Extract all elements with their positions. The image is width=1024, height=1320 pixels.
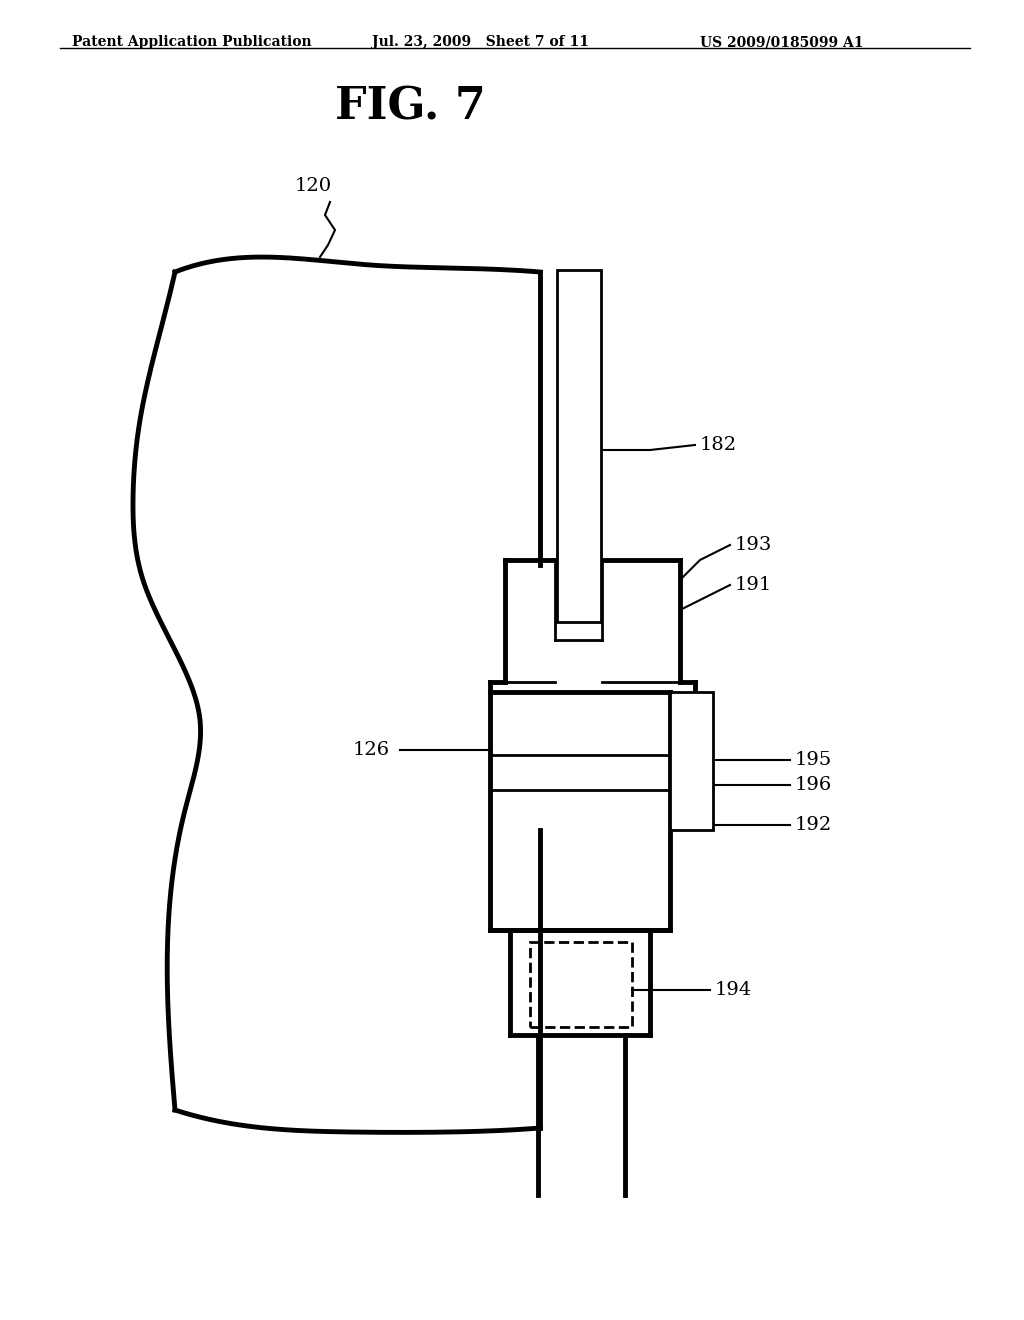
- Text: 192: 192: [795, 816, 833, 834]
- Text: 120: 120: [295, 177, 332, 195]
- Text: Patent Application Publication: Patent Application Publication: [72, 36, 311, 49]
- Text: 194: 194: [715, 981, 753, 999]
- Text: 193: 193: [735, 536, 772, 554]
- Text: 191: 191: [735, 576, 772, 594]
- Bar: [670, 692, 713, 830]
- Text: 196: 196: [795, 776, 833, 795]
- Text: US 2009/0185099 A1: US 2009/0185099 A1: [700, 36, 863, 49]
- Text: 195: 195: [795, 751, 833, 770]
- Text: 182: 182: [700, 436, 737, 454]
- Bar: [530, 942, 632, 1027]
- Bar: [557, 271, 601, 622]
- Text: FIG. 7: FIG. 7: [335, 84, 485, 128]
- Text: Jul. 23, 2009   Sheet 7 of 11: Jul. 23, 2009 Sheet 7 of 11: [372, 36, 589, 49]
- Text: 126: 126: [353, 741, 390, 759]
